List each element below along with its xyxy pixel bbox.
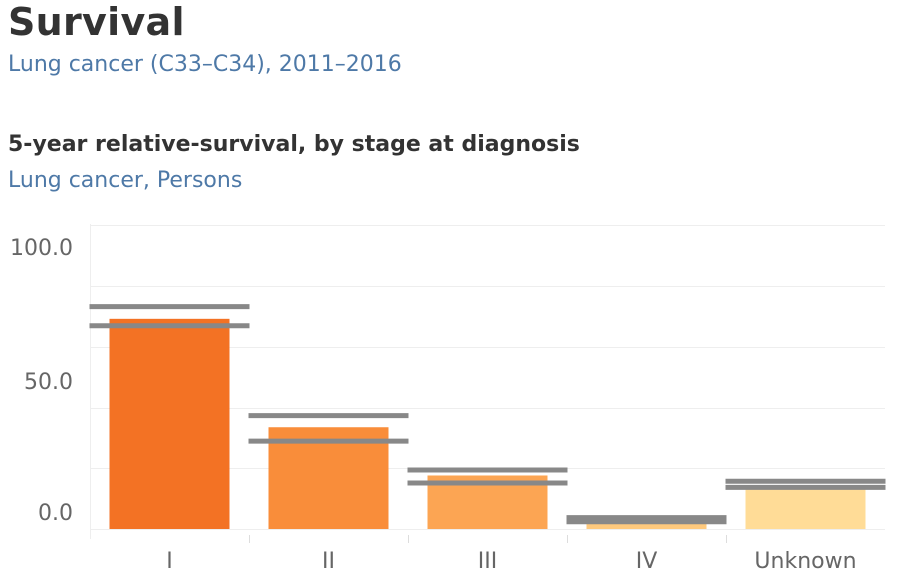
page-subtitle: Lung cancer (C33–C34), 2011–2016 bbox=[8, 52, 402, 77]
bar-ii bbox=[268, 427, 389, 529]
x-tick-label: Unknown bbox=[754, 549, 856, 574]
x-tick-label: IV bbox=[636, 549, 658, 574]
y-tick-label: 50.0 bbox=[24, 370, 73, 395]
y-tick-label: 100.0 bbox=[10, 236, 73, 261]
x-tick-label: III bbox=[478, 549, 497, 574]
page-title: Survival bbox=[8, 0, 185, 44]
y-tick-label: 0.0 bbox=[38, 501, 73, 526]
chart-subtitle: Lung cancer, Persons bbox=[8, 168, 243, 193]
x-tick-label: II bbox=[322, 549, 335, 574]
bar-unknown bbox=[745, 488, 866, 529]
x-tick-label: I bbox=[166, 549, 173, 574]
bar-i bbox=[109, 318, 230, 529]
bar-iv bbox=[586, 520, 707, 529]
chart-title: 5-year relative-survival, by stage at di… bbox=[8, 132, 580, 157]
